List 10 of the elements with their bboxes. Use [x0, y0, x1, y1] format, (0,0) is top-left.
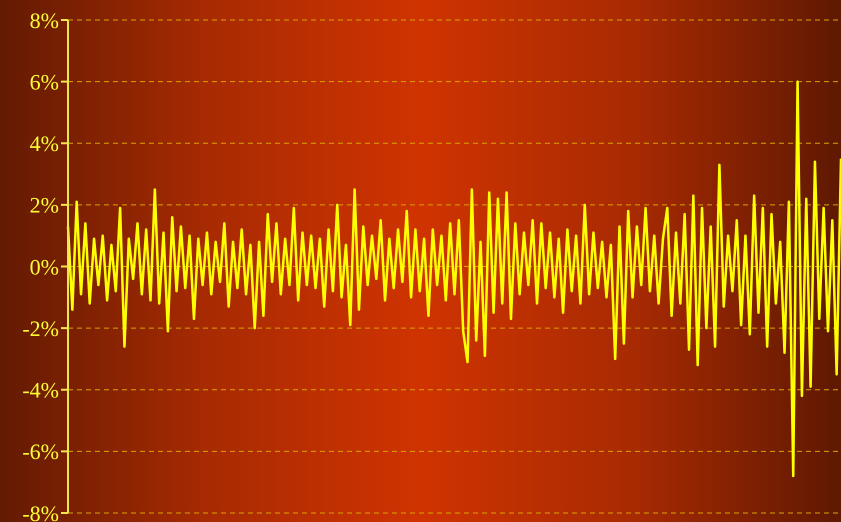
y-tick-label: -8% — [22, 500, 59, 522]
line-series — [66, 80, 841, 478]
y-tick-label: -6% — [22, 439, 59, 464]
y-tick-label: -4% — [22, 378, 59, 403]
y-tick-label: 0% — [30, 254, 59, 280]
y-tick-label: 6% — [30, 69, 59, 94]
y-tick-label: 8% — [30, 8, 59, 33]
y-tick-label: 2% — [30, 192, 59, 218]
y-tick-label: -2% — [22, 316, 59, 341]
y-tick-label: 4% — [30, 131, 59, 156]
